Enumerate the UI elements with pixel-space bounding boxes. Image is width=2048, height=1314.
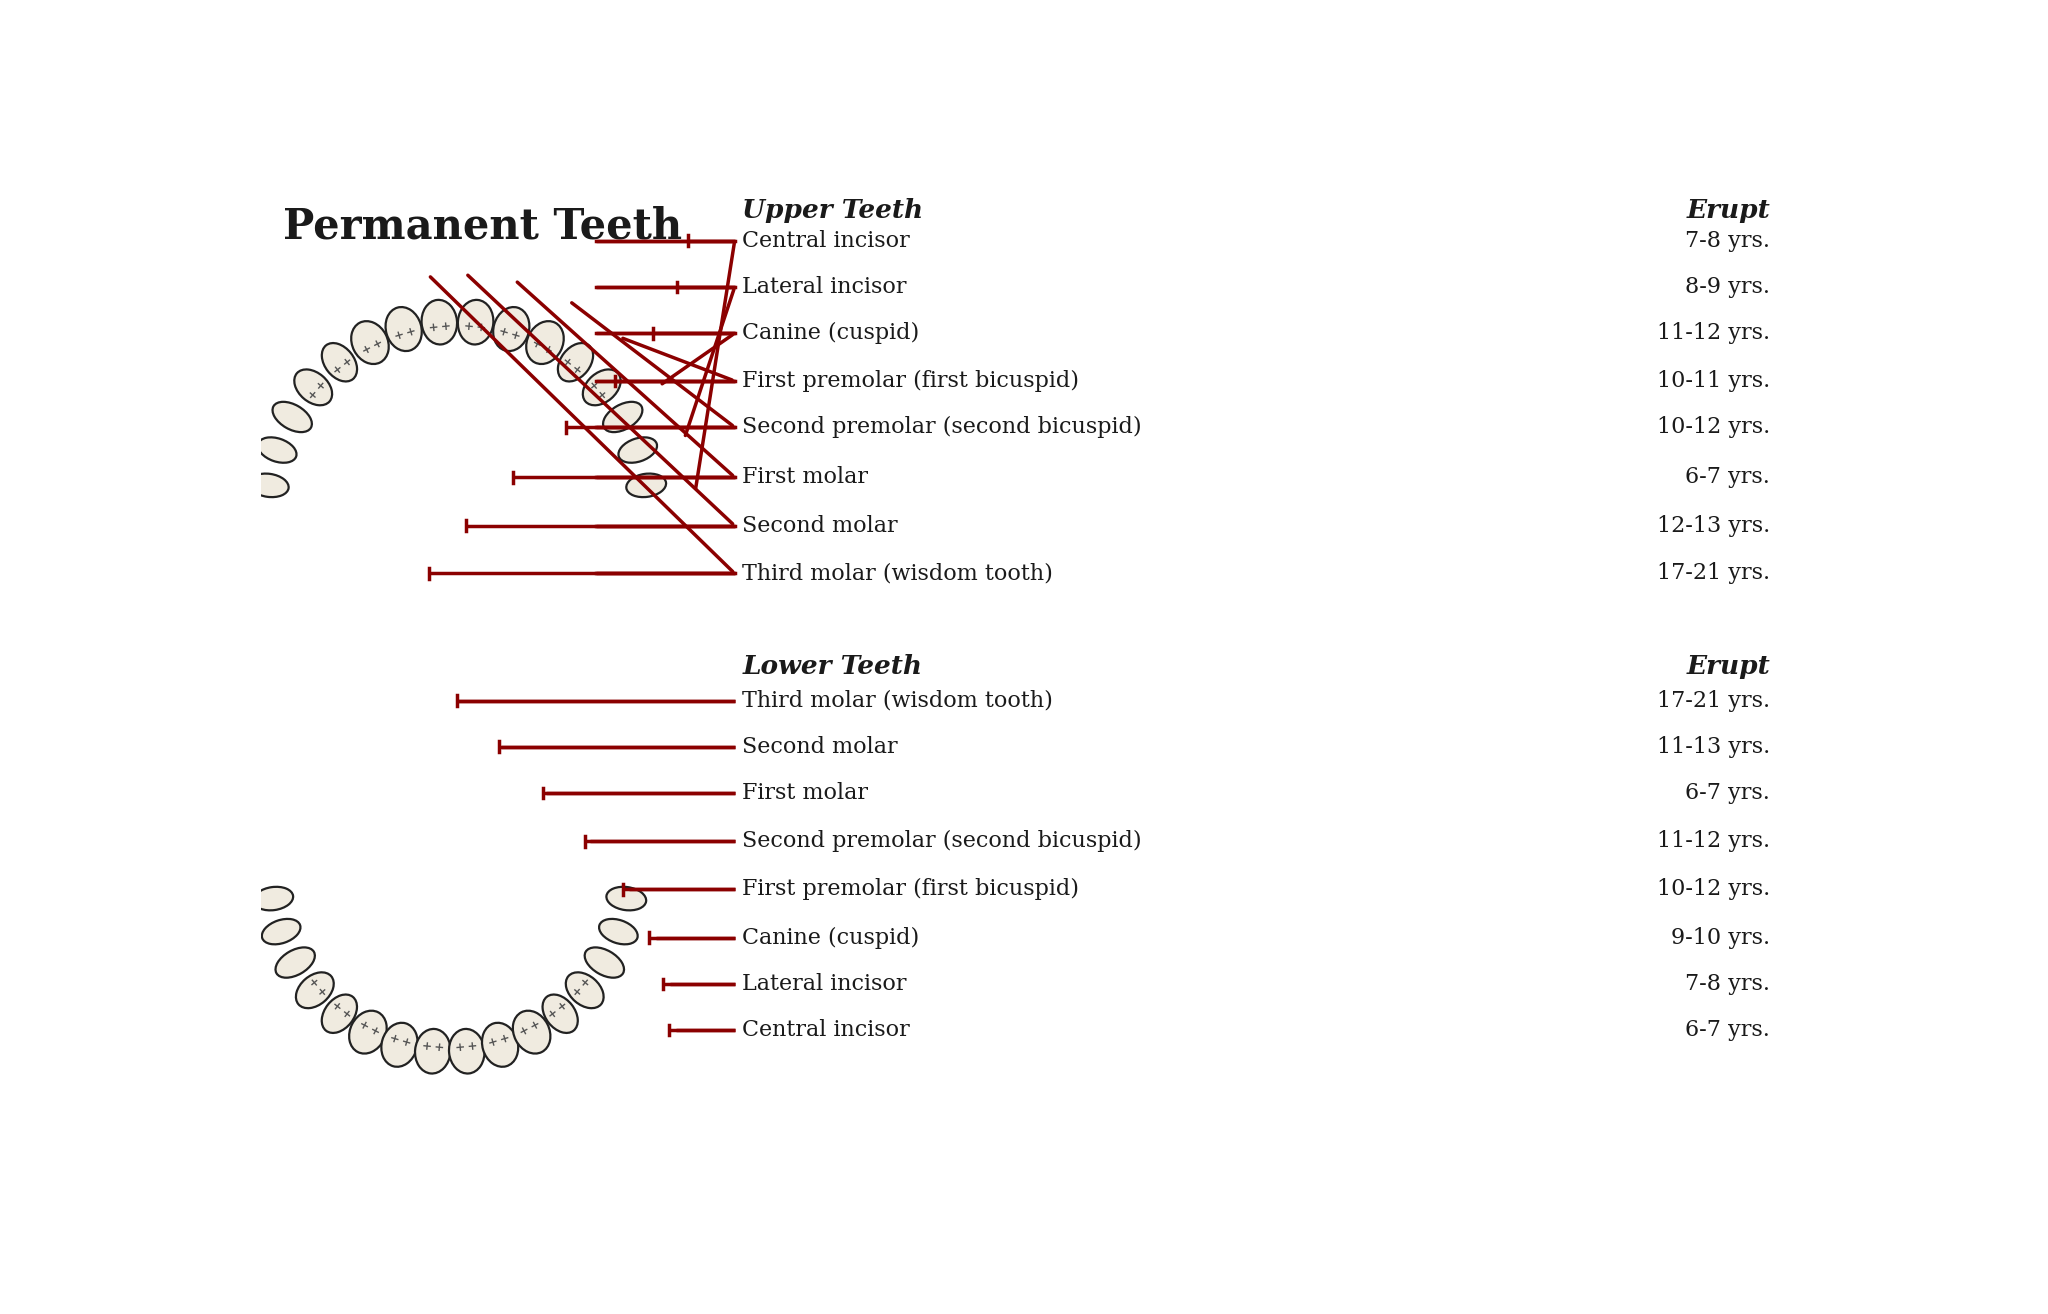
Text: Second molar: Second molar xyxy=(741,515,897,536)
Ellipse shape xyxy=(250,473,289,497)
Ellipse shape xyxy=(322,343,356,381)
Ellipse shape xyxy=(295,972,334,1008)
Text: 9-10 yrs.: 9-10 yrs. xyxy=(1671,926,1769,949)
Ellipse shape xyxy=(627,473,666,497)
Text: Second molar: Second molar xyxy=(741,736,897,758)
Text: Canine (cuspid): Canine (cuspid) xyxy=(741,926,920,949)
Text: 10-12 yrs.: 10-12 yrs. xyxy=(1657,878,1769,900)
Ellipse shape xyxy=(606,887,647,911)
Text: 17-21 yrs.: 17-21 yrs. xyxy=(1657,562,1769,585)
Ellipse shape xyxy=(557,343,594,381)
Ellipse shape xyxy=(350,321,389,364)
Text: 6-7 yrs.: 6-7 yrs. xyxy=(1686,1020,1769,1041)
Text: 6-7 yrs.: 6-7 yrs. xyxy=(1686,782,1769,804)
Ellipse shape xyxy=(422,300,457,344)
Ellipse shape xyxy=(381,1022,418,1067)
Ellipse shape xyxy=(276,947,315,978)
Ellipse shape xyxy=(618,438,657,463)
Ellipse shape xyxy=(449,1029,485,1074)
Ellipse shape xyxy=(348,1010,387,1054)
Text: Central incisor: Central incisor xyxy=(741,1020,909,1041)
Text: 10-11 yrs.: 10-11 yrs. xyxy=(1657,371,1769,392)
Text: Central incisor: Central incisor xyxy=(741,230,909,252)
Ellipse shape xyxy=(459,300,494,344)
Ellipse shape xyxy=(584,369,621,405)
Text: First premolar (first bicuspid): First premolar (first bicuspid) xyxy=(741,878,1079,900)
Text: 11-12 yrs.: 11-12 yrs. xyxy=(1657,322,1769,344)
Text: Second premolar (second bicuspid): Second premolar (second bicuspid) xyxy=(741,417,1143,439)
Text: First molar: First molar xyxy=(741,466,868,489)
Ellipse shape xyxy=(600,918,637,945)
Ellipse shape xyxy=(526,321,563,364)
Ellipse shape xyxy=(512,1010,551,1054)
Text: 6-7 yrs.: 6-7 yrs. xyxy=(1686,466,1769,489)
Ellipse shape xyxy=(481,1022,518,1067)
Ellipse shape xyxy=(295,369,332,405)
Text: Erupt: Erupt xyxy=(1688,654,1769,679)
Text: Upper Teeth: Upper Teeth xyxy=(741,197,924,222)
Ellipse shape xyxy=(602,402,643,432)
Text: Third molar (wisdom tooth): Third molar (wisdom tooth) xyxy=(741,562,1053,585)
Text: Erupt: Erupt xyxy=(1688,197,1769,222)
Text: 10-12 yrs.: 10-12 yrs. xyxy=(1657,417,1769,438)
Ellipse shape xyxy=(385,307,422,351)
Ellipse shape xyxy=(262,918,301,945)
Ellipse shape xyxy=(258,438,297,463)
Ellipse shape xyxy=(584,947,625,978)
Text: Canine (cuspid): Canine (cuspid) xyxy=(741,322,920,344)
Ellipse shape xyxy=(322,995,356,1033)
Text: Permanent Teeth: Permanent Teeth xyxy=(283,205,682,247)
Text: First molar: First molar xyxy=(741,782,868,804)
Ellipse shape xyxy=(254,887,293,911)
Text: Third molar (wisdom tooth): Third molar (wisdom tooth) xyxy=(741,690,1053,711)
Text: Lateral incisor: Lateral incisor xyxy=(741,972,907,995)
Text: 7-8 yrs.: 7-8 yrs. xyxy=(1686,972,1769,995)
Text: Second premolar (second bicuspid): Second premolar (second bicuspid) xyxy=(741,830,1143,853)
Text: 7-8 yrs.: 7-8 yrs. xyxy=(1686,230,1769,252)
Text: 12-13 yrs.: 12-13 yrs. xyxy=(1657,515,1769,536)
Text: 11-12 yrs.: 11-12 yrs. xyxy=(1657,830,1769,853)
Text: 11-13 yrs.: 11-13 yrs. xyxy=(1657,736,1769,758)
Text: 8-9 yrs.: 8-9 yrs. xyxy=(1686,276,1769,298)
Ellipse shape xyxy=(543,995,578,1033)
Ellipse shape xyxy=(565,972,604,1008)
Text: 17-21 yrs.: 17-21 yrs. xyxy=(1657,690,1769,711)
Text: Lower Teeth: Lower Teeth xyxy=(741,654,922,679)
Text: Lateral incisor: Lateral incisor xyxy=(741,276,907,298)
Ellipse shape xyxy=(416,1029,451,1074)
Ellipse shape xyxy=(494,307,528,351)
Ellipse shape xyxy=(272,402,311,432)
Text: First premolar (first bicuspid): First premolar (first bicuspid) xyxy=(741,371,1079,392)
